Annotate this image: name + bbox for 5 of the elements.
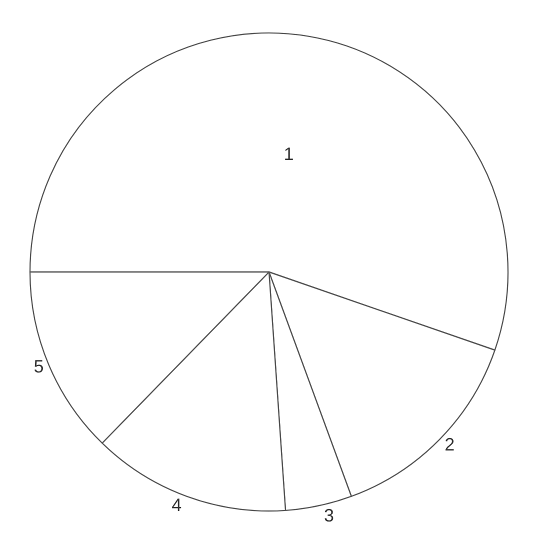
slice-label: 5 xyxy=(34,356,44,376)
slice-label: 4 xyxy=(172,495,182,516)
slice-label: 1 xyxy=(284,144,294,164)
slice-label: 3 xyxy=(324,505,334,526)
slice-label: 2 xyxy=(444,434,455,454)
